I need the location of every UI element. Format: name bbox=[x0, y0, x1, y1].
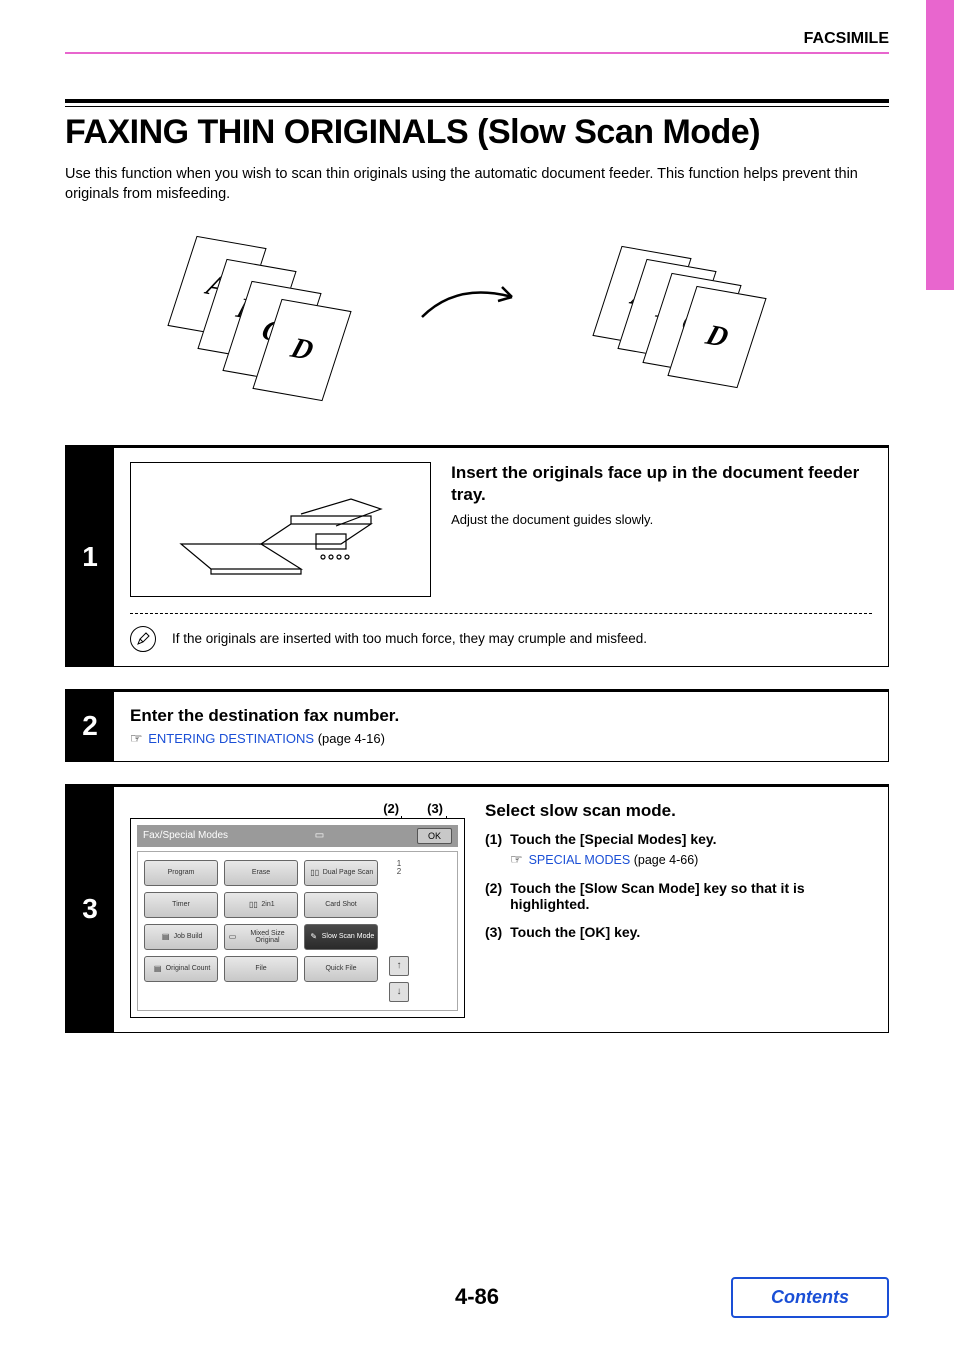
step-body: Insert the originals face up in the docu… bbox=[114, 448, 888, 666]
mode-icon: ✎ bbox=[308, 931, 320, 943]
mode-button-erase[interactable]: Erase bbox=[224, 860, 298, 886]
screen-titlebar: Fax/Special Modes ▭ OK bbox=[137, 825, 458, 847]
mode-button-slow-scan-mode[interactable]: ✎Slow Scan Mode bbox=[304, 924, 378, 950]
item-number: (2) bbox=[485, 880, 502, 912]
side-tab bbox=[926, 0, 954, 290]
mode-label: Dual Page Scan bbox=[323, 869, 374, 876]
item-body: Touch the [Special Modes] key. ☞ SPECIAL … bbox=[510, 831, 872, 868]
step2-heading: Enter the destination fax number. bbox=[130, 706, 872, 726]
callout-3: (3) bbox=[427, 801, 443, 816]
mode-label: Slow Scan Mode bbox=[322, 933, 375, 940]
contents-button[interactable]: Contents bbox=[731, 1277, 889, 1318]
screen-inner: ProgramErase▯▯Dual Page ScanTimer▯▯2in1C… bbox=[137, 851, 458, 1011]
step-body: Enter the destination fax number. ☞ ENTE… bbox=[114, 692, 888, 761]
item-number: (1) bbox=[485, 831, 502, 868]
callout-2: (2) bbox=[383, 801, 399, 816]
ref-page: (page 4-16) bbox=[314, 731, 385, 746]
step1-sub: Adjust the document guides slowly. bbox=[451, 512, 872, 527]
pointer-icon: ☞ bbox=[130, 730, 143, 746]
printer-illustration bbox=[130, 462, 431, 597]
item-number: (3) bbox=[485, 924, 502, 940]
mode-label: Quick File bbox=[325, 965, 356, 972]
item-text: Touch the [OK] key. bbox=[510, 924, 640, 940]
mode-label: Erase bbox=[252, 869, 270, 876]
mode-button-program[interactable]: Program bbox=[144, 860, 218, 886]
step-body: (2) (3) Fax/Special Modes ▭ OK Program Er… bbox=[114, 787, 888, 1032]
step3-item: (3) Touch the [OK] key. bbox=[485, 924, 872, 940]
step3-text: Select slow scan mode. (1) Touch the [Spe… bbox=[485, 801, 872, 1018]
mode-icon: ▭ bbox=[227, 931, 238, 943]
title-rule bbox=[65, 99, 889, 107]
pager-bot: 2 bbox=[397, 868, 401, 877]
item-ref: ☞ SPECIAL MODES (page 4-66) bbox=[510, 851, 872, 868]
mode-icon: ▯▯ bbox=[247, 899, 259, 911]
doc-icon: ▭ bbox=[315, 830, 324, 841]
mode-label: File bbox=[255, 965, 266, 972]
mode-button-file[interactable]: File bbox=[224, 956, 298, 982]
step-3: 3 (2) (3) Fax/Special Modes ▭ OK bbox=[65, 784, 889, 1033]
item-body: Touch the [OK] key. bbox=[510, 924, 872, 940]
intro-text: Use this function when you wish to scan … bbox=[65, 164, 889, 205]
top-illustration: A B C D A B C D bbox=[65, 230, 889, 405]
mode-label: Original Count bbox=[166, 965, 211, 972]
screen-title: Fax/Special Modes bbox=[143, 830, 228, 841]
sheet-stack-after: A B C D bbox=[597, 237, 777, 397]
step-2: 2 Enter the destination fax number. ☞ EN… bbox=[65, 689, 889, 762]
pencil-icon bbox=[130, 626, 156, 652]
scroll-up-button[interactable]: ↑ bbox=[389, 956, 409, 976]
mode-icon: ▯▯ bbox=[309, 867, 321, 879]
mode-icon: ▤ bbox=[152, 963, 164, 975]
note-row: If the originals are inserted with too m… bbox=[130, 626, 872, 652]
mode-button-grid: ProgramErase▯▯Dual Page ScanTimer▯▯2in1C… bbox=[144, 860, 378, 1002]
mode-button-dual-page-scan[interactable]: ▯▯Dual Page Scan bbox=[304, 860, 378, 886]
step1-heading: Insert the originals face up in the docu… bbox=[451, 462, 872, 506]
mode-button-mixed-size-original[interactable]: ▭Mixed Size Original bbox=[224, 924, 298, 950]
step-number: 1 bbox=[66, 448, 114, 666]
mode-label: Job Build bbox=[174, 933, 203, 940]
pointer-icon: ☞ bbox=[510, 851, 526, 867]
page: FACSIMILE FAXING THIN ORIGINALS (Slow Sc… bbox=[0, 0, 954, 1350]
link-entering-destinations[interactable]: ENTERING DESTINATIONS bbox=[148, 731, 314, 746]
arrow-icon bbox=[417, 272, 537, 342]
mode-button-quick-file[interactable]: Quick File bbox=[304, 956, 378, 982]
scroll-down-button[interactable]: ↓ bbox=[389, 982, 409, 1002]
mode-label: Timer bbox=[172, 901, 190, 908]
step-1: 1 bbox=[65, 445, 889, 667]
step-number: 2 bbox=[66, 692, 114, 761]
mode-button-2in1[interactable]: ▯▯2in1 bbox=[224, 892, 298, 918]
item-text: Touch the [Special Modes] key. bbox=[510, 831, 716, 847]
item-body: Touch the [Slow Scan Mode] key so that i… bbox=[510, 880, 872, 912]
callouts: (2) (3) bbox=[130, 801, 465, 816]
step3-item: (1) Touch the [Special Modes] key. ☞ SPECI… bbox=[485, 831, 872, 868]
mode-label: Mixed Size Original bbox=[240, 930, 295, 944]
ref-page: (page 4-66) bbox=[630, 853, 698, 867]
section-header: FACSIMILE bbox=[65, 30, 889, 54]
step-number: 3 bbox=[66, 787, 114, 1032]
pager: 1 2 bbox=[397, 860, 401, 878]
mode-button-card-shot[interactable]: Card Shot bbox=[304, 892, 378, 918]
dashed-separator bbox=[130, 613, 872, 614]
screen-wrap: (2) (3) Fax/Special Modes ▭ OK Program Er… bbox=[130, 801, 465, 1018]
reference-line: ☞ ENTERING DESTINATIONS (page 4-16) bbox=[130, 730, 872, 747]
touchscreen: Fax/Special Modes ▭ OK ProgramErase▯▯Dua… bbox=[130, 818, 465, 1018]
link-special-modes[interactable]: SPECIAL MODES bbox=[529, 853, 631, 867]
page-title: FAXING THIN ORIGINALS (Slow Scan Mode) bbox=[65, 113, 889, 152]
mode-icon: ▤ bbox=[160, 931, 172, 943]
mode-label: Program bbox=[168, 869, 195, 876]
mode-button-timer[interactable]: Timer bbox=[144, 892, 218, 918]
mode-button-original-count[interactable]: ▤Original Count bbox=[144, 956, 218, 982]
sheet-stack-before: A B C D bbox=[177, 237, 357, 397]
step1-text: Insert the originals face up in the docu… bbox=[451, 462, 872, 597]
item-text: Touch the [Slow Scan Mode] key so that i… bbox=[510, 880, 805, 912]
step3-list: (1) Touch the [Special Modes] key. ☞ SPECI… bbox=[485, 831, 872, 940]
mode-label: 2in1 bbox=[261, 901, 274, 908]
ok-button[interactable]: OK bbox=[417, 828, 452, 844]
pager-column: 1 2 ↑ ↓ bbox=[384, 860, 414, 1002]
step3-item: (2) Touch the [Slow Scan Mode] key so tha… bbox=[485, 880, 872, 912]
mode-label: Card Shot bbox=[325, 901, 357, 908]
step3-heading: Select slow scan mode. bbox=[485, 801, 872, 821]
note-text: If the originals are inserted with too m… bbox=[172, 631, 647, 646]
mode-button-job-build[interactable]: ▤Job Build bbox=[144, 924, 218, 950]
